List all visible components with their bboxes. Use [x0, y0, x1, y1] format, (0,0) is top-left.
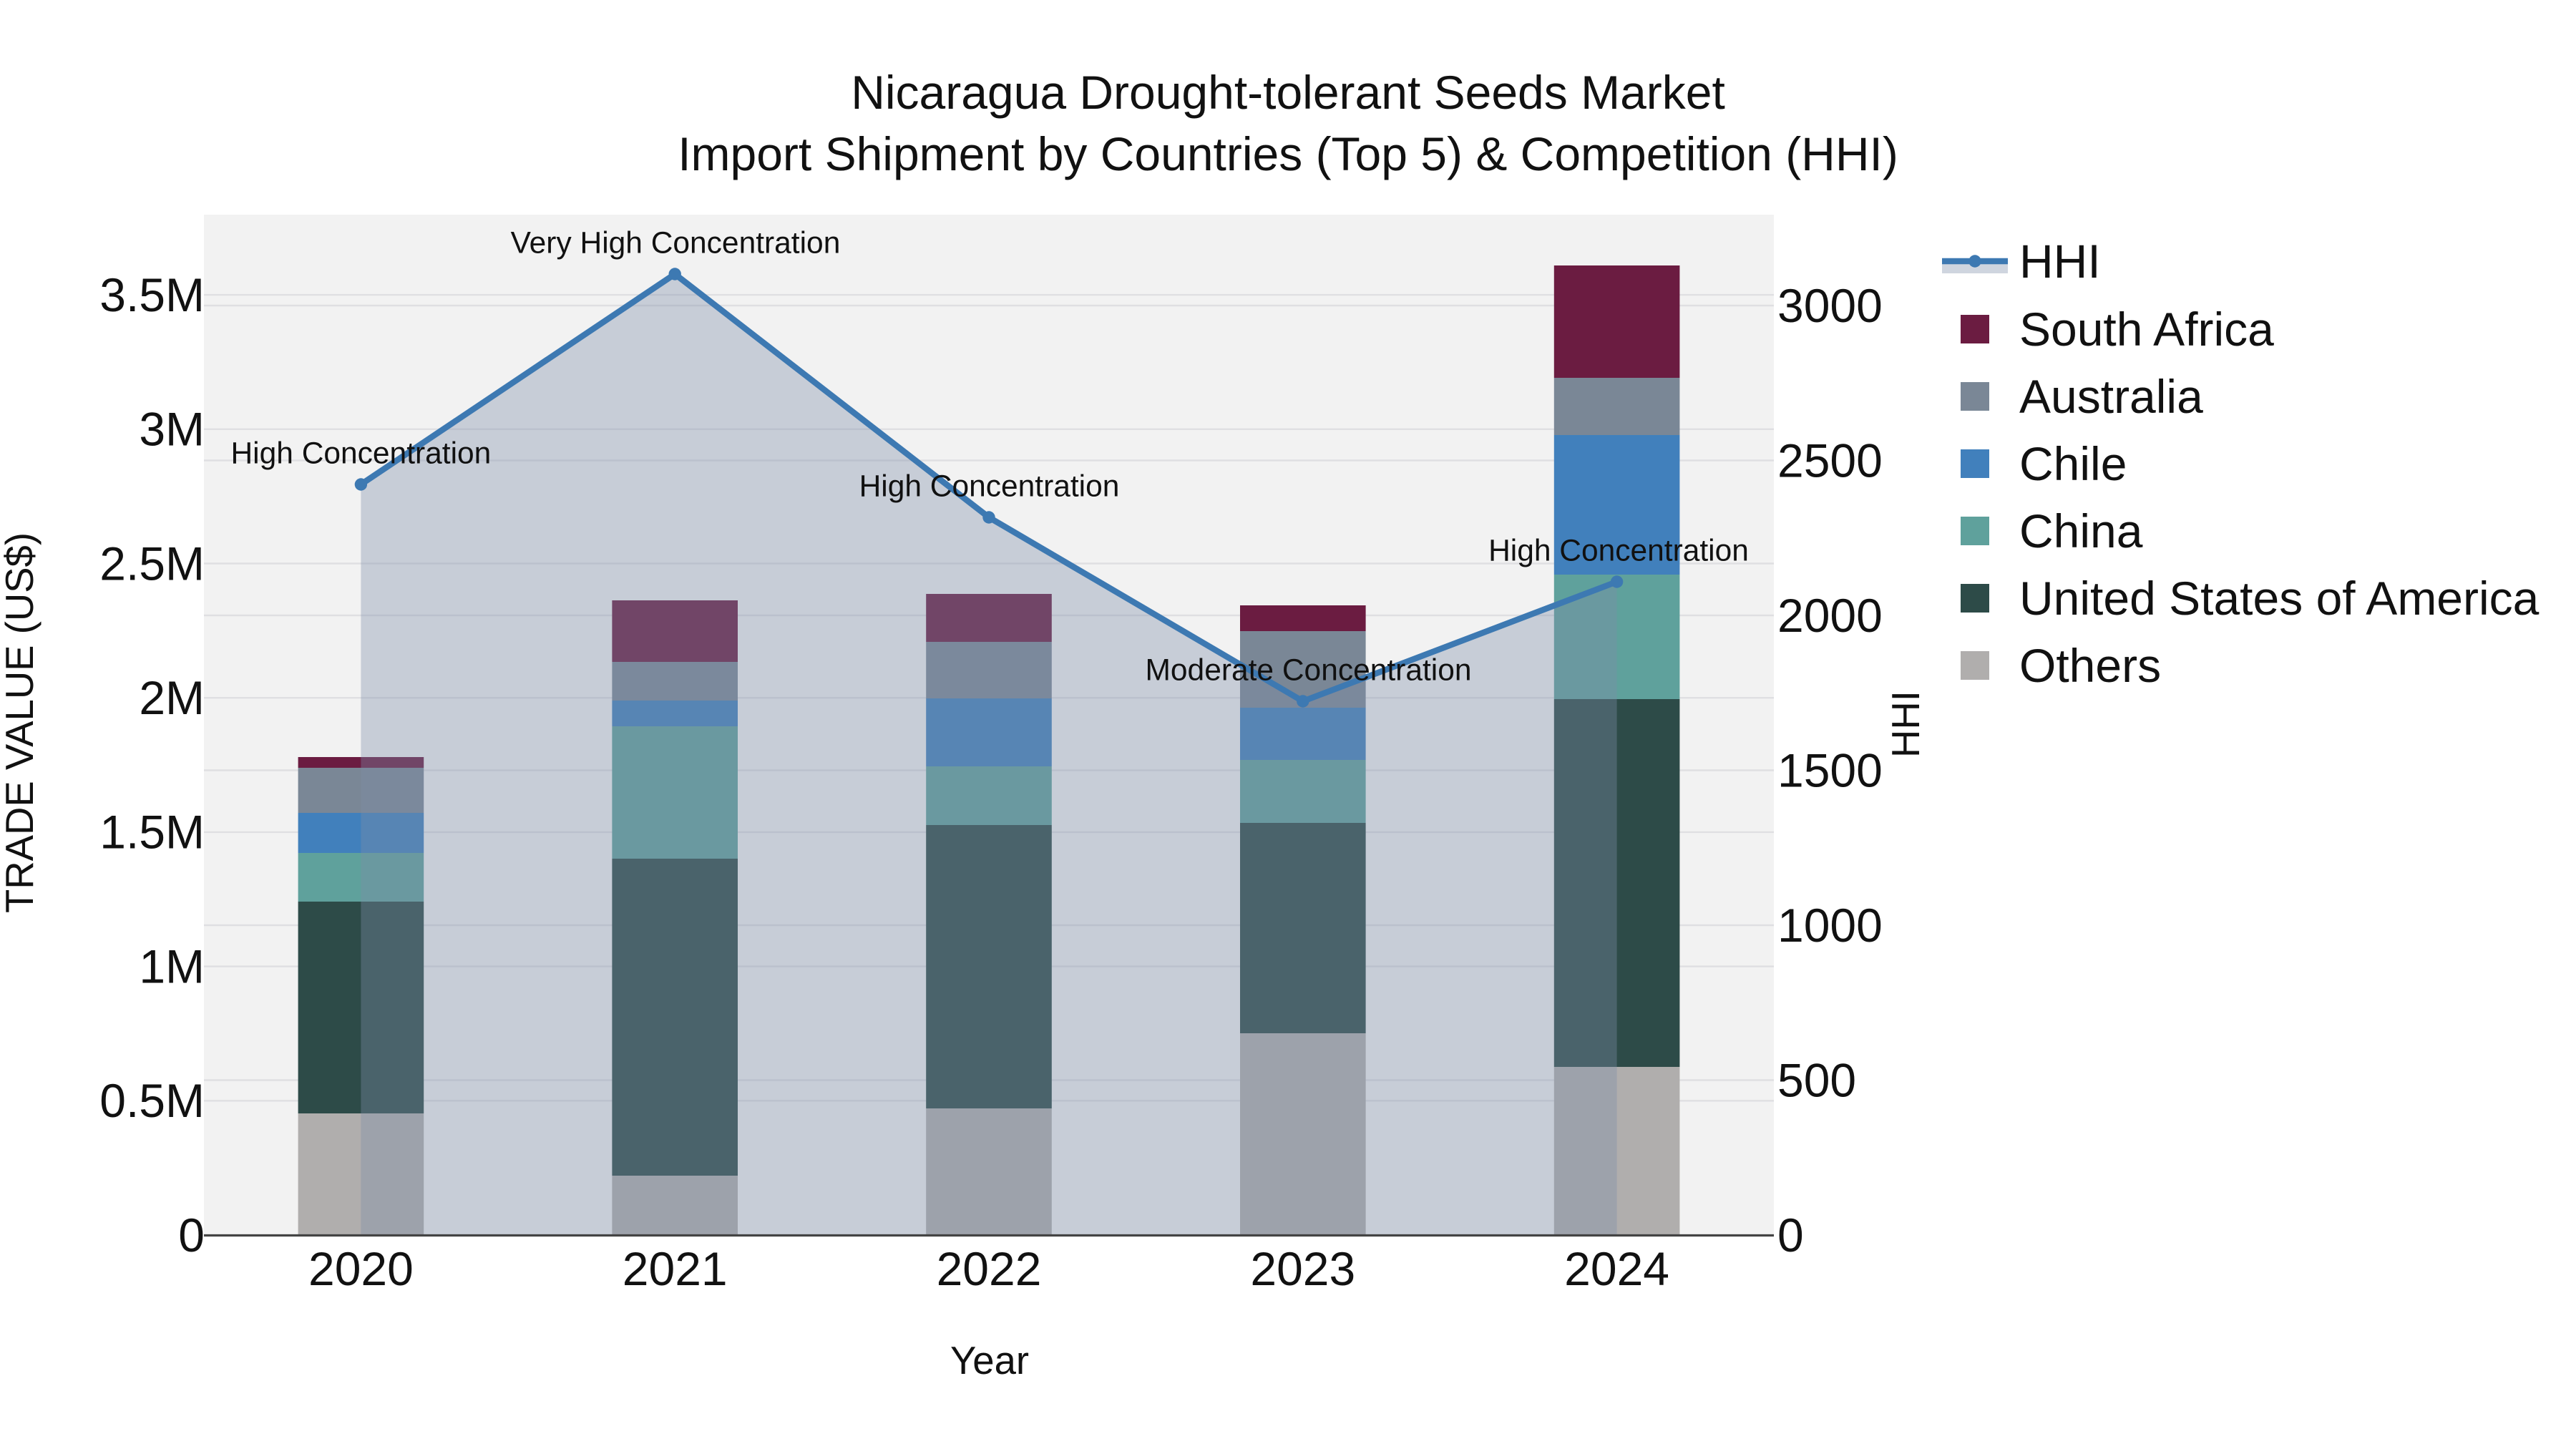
- svg-text:China: China: [2019, 504, 2143, 557]
- svg-text:0.5M: 0.5M: [99, 1074, 205, 1127]
- svg-text:2000: 2000: [1777, 589, 1883, 642]
- svg-text:2022: 2022: [937, 1242, 1042, 1295]
- svg-text:Nicaragua Drought-tolerant See: Nicaragua Drought-tolerant Seeds Market: [851, 66, 1725, 119]
- svg-text:1.5M: 1.5M: [99, 806, 205, 859]
- svg-text:3M: 3M: [139, 403, 205, 456]
- svg-text:3.5M: 3.5M: [99, 268, 205, 321]
- svg-text:High Concentration: High Concentration: [230, 437, 491, 471]
- svg-text:2024: 2024: [1564, 1242, 1669, 1295]
- svg-text:Australia: Australia: [2019, 370, 2203, 423]
- svg-text:HHI: HHI: [1884, 691, 1928, 758]
- svg-text:High Concentration: High Concentration: [1488, 535, 1749, 568]
- svg-text:Others: Others: [2019, 639, 2161, 692]
- svg-text:United States of America: United States of America: [2019, 572, 2540, 625]
- svg-text:High Concentration: High Concentration: [859, 470, 1120, 504]
- svg-text:0: 0: [178, 1209, 205, 1262]
- svg-text:Moderate Concentration: Moderate Concentration: [1146, 654, 1472, 688]
- svg-text:2M: 2M: [139, 671, 205, 724]
- svg-text:2021: 2021: [623, 1242, 728, 1295]
- svg-text:HHI: HHI: [2019, 235, 2101, 288]
- svg-text:1M: 1M: [139, 940, 205, 992]
- svg-text:1000: 1000: [1777, 899, 1883, 952]
- svg-text:2500: 2500: [1777, 434, 1883, 487]
- svg-text:3000: 3000: [1777, 279, 1883, 332]
- svg-text:2023: 2023: [1250, 1242, 1355, 1295]
- svg-text:South Africa: South Africa: [2019, 303, 2274, 356]
- svg-text:Very High Concentration: Very High Concentration: [511, 227, 841, 260]
- svg-text:0: 0: [1777, 1209, 1804, 1262]
- svg-text:Year: Year: [950, 1339, 1029, 1382]
- svg-text:1500: 1500: [1777, 743, 1883, 796]
- svg-text:2020: 2020: [308, 1242, 414, 1295]
- svg-text:500: 500: [1777, 1053, 1856, 1106]
- svg-text:Import Shipment by Countries (: Import Shipment by Countries (Top 5) & C…: [678, 127, 1898, 180]
- svg-text:Chile: Chile: [2019, 437, 2127, 490]
- svg-text:TRADE VALUE (US$): TRADE VALUE (US$): [0, 532, 42, 913]
- svg-text:2.5M: 2.5M: [99, 537, 205, 590]
